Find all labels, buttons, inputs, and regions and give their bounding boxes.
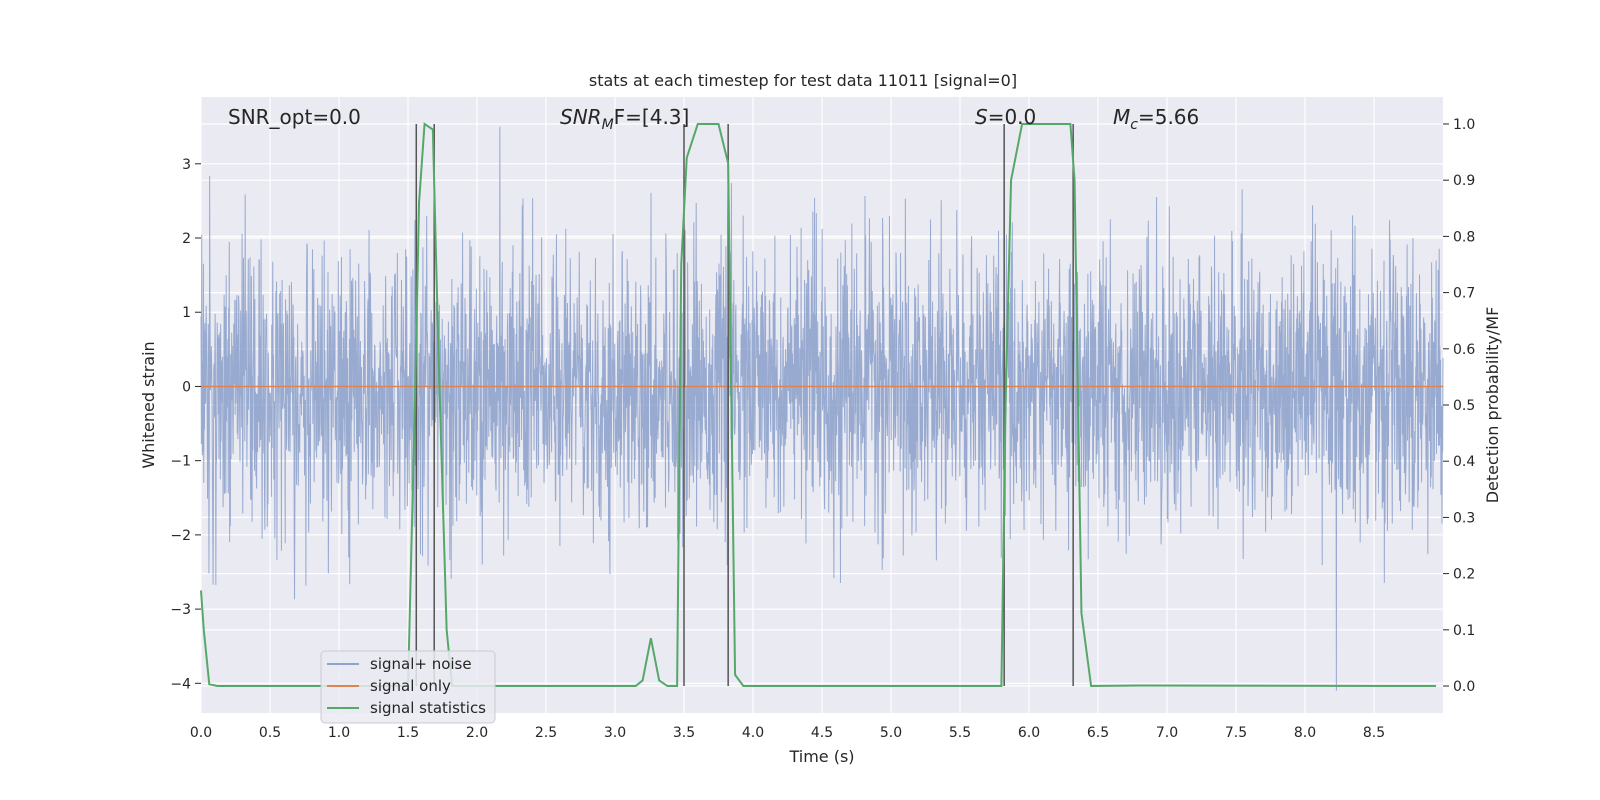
y-right-tick-label-6: 0.4 — [1453, 454, 1475, 470]
x-tick-label-0: 0.0 — [190, 725, 212, 741]
y-left-tick-label-0: 3 — [182, 157, 191, 173]
y-right-tick-label-9: 0.1 — [1453, 623, 1475, 639]
x-axis-ticks: 0.0 0.5 1.0 1.5 2.0 2.5 3.0 3.5 4.0 4.5 5.0 5.5 6.0 6… — [190, 725, 1385, 741]
y-left-tick-label-5: −2 — [170, 528, 191, 544]
x-tick-label-2: 1.0 — [328, 725, 350, 741]
y-right-tick-label-0: 1.0 — [1453, 117, 1475, 133]
annotation-snr-mf-rest: F=[4.3] — [614, 105, 690, 129]
x-tick-label-12: 6.0 — [1018, 725, 1040, 741]
annotation-mc-main: M — [1113, 105, 1130, 129]
chart-title: stats at each timestep for test data 110… — [589, 71, 1017, 90]
annotation-mc: Mc=5.66 — [1113, 105, 1199, 133]
annotation-snr-mf-sub: M — [602, 117, 614, 133]
y-left-tick-label-1: 2 — [182, 231, 191, 247]
y-axis-right-ticks: 1.0 0.9 0.8 0.7 0.6 0.5 0.4 0.3 0.2 0.1 0.0 — [1443, 117, 1475, 695]
annotation-snr-mf: SNRMF=[4.3] — [560, 105, 689, 133]
y-left-tick-label-4: −1 — [170, 454, 191, 470]
x-tick-label-8: 4.0 — [742, 725, 764, 741]
x-tick-label-14: 7.0 — [1156, 725, 1178, 741]
y-right-tick-label-4: 0.6 — [1453, 342, 1475, 358]
x-tick-label-9: 4.5 — [811, 725, 833, 741]
x-tick-label-3: 1.5 — [397, 725, 419, 741]
legend-label-signal-statistics: signal statistics — [370, 699, 486, 717]
y-right-tick-label-3: 0.7 — [1453, 286, 1475, 302]
x-tick-label-1: 0.5 — [259, 725, 281, 741]
annotation-s: S=0.0 — [975, 105, 1036, 129]
y-right-tick-label-2: 0.8 — [1453, 229, 1475, 245]
x-tick-label-16: 8.0 — [1294, 725, 1316, 741]
legend-box — [320, 650, 496, 724]
x-tick-label-17: 8.5 — [1363, 725, 1385, 741]
y-right-tick-label-10: 0.0 — [1453, 679, 1475, 695]
y-axis-left-label: Whitened strain — [139, 341, 158, 468]
x-tick-label-6: 3.0 — [604, 725, 626, 741]
series-signal-statistics — [200, 122, 1437, 688]
y-right-tick-label-8: 0.2 — [1453, 567, 1475, 583]
y-left-tick-label-7: −4 — [170, 676, 191, 692]
x-tick-label-15: 7.5 — [1225, 725, 1247, 741]
y-axis-right-label: Detection probability/MF — [1483, 307, 1502, 504]
series-signal-noise — [200, 126, 1444, 691]
annotation-s-rest: =0.0 — [988, 105, 1037, 129]
annotation-snr-mf-main: SNR — [560, 105, 602, 129]
x-tick-label-11: 5.5 — [949, 725, 971, 741]
y-right-tick-label-1: 0.9 — [1453, 173, 1475, 189]
y-right-tick-label-7: 0.3 — [1453, 510, 1475, 526]
x-tick-label-7: 3.5 — [673, 725, 695, 741]
legend: signal+ noise signal only signal statist… — [320, 650, 496, 724]
legend-label-signal-noise: signal+ noise — [370, 655, 472, 673]
y-left-tick-label-6: −3 — [170, 602, 191, 618]
signal-statistics-line — [200, 122, 1437, 688]
annotation-mc-rest: =5.66 — [1138, 105, 1199, 129]
legend-label-signal-only: signal only — [370, 677, 451, 695]
x-tick-label-4: 2.0 — [466, 725, 488, 741]
x-axis-label: Time (s) — [788, 747, 854, 766]
y-left-tick-label-3: 0 — [182, 379, 191, 395]
x-tick-label-5: 2.5 — [535, 725, 557, 741]
y-right-tick-label-5: 0.5 — [1453, 398, 1475, 414]
y-axis-left-ticks: 3 2 1 0 −1 −2 −3 −4 — [170, 157, 201, 692]
signal-noise-line — [200, 126, 1444, 691]
x-tick-label-13: 6.5 — [1087, 725, 1109, 741]
y-left-tick-label-2: 1 — [182, 305, 191, 321]
annotation-snr-opt: SNR_opt=0.0 — [228, 105, 361, 129]
x-tick-label-10: 5.0 — [880, 725, 902, 741]
annotation-mc-sub: c — [1130, 117, 1138, 133]
annotation-s-main: S — [975, 105, 988, 129]
